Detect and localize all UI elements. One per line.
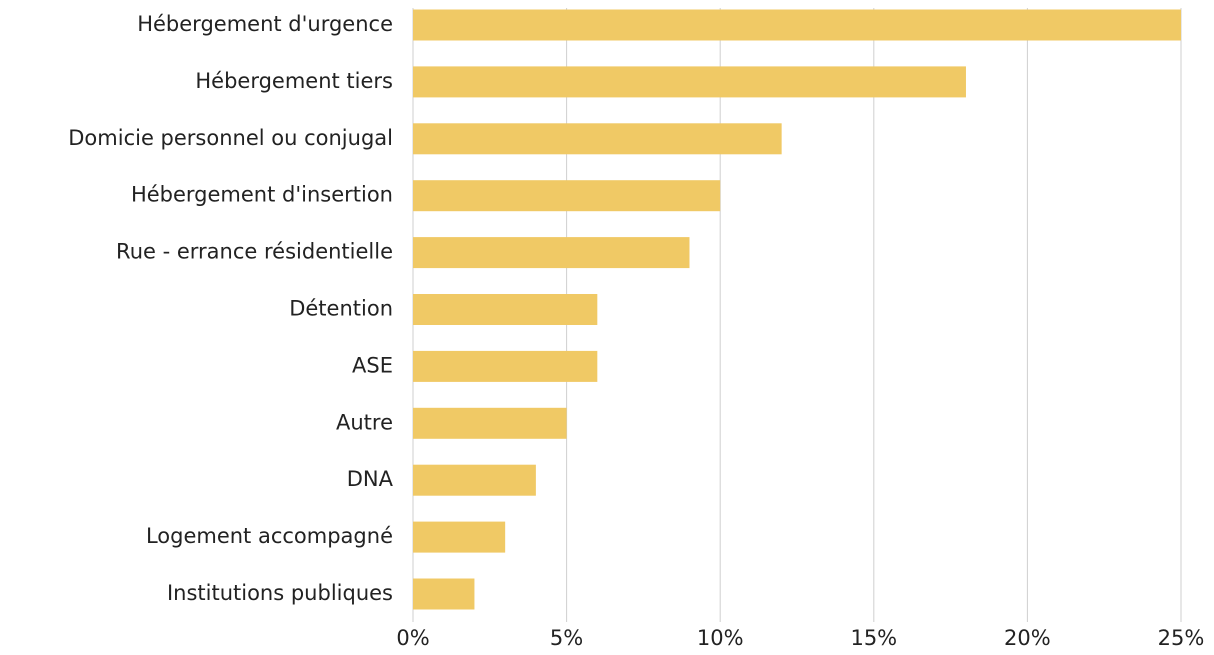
bar [413, 180, 721, 212]
bar [413, 123, 782, 155]
bar [413, 407, 567, 439]
y-tick-label: Autre [336, 410, 393, 434]
x-tick-label: 15% [850, 626, 897, 650]
bar [413, 237, 690, 269]
y-tick-label: Détention [289, 297, 393, 321]
x-tick-label: 20% [1004, 626, 1051, 650]
bar [413, 578, 475, 610]
bar [413, 9, 1181, 41]
y-tick-label: Rue - errance résidentielle [116, 240, 393, 264]
bar [413, 464, 536, 496]
y-tick-label: Hébergement d'urgence [137, 12, 393, 36]
y-tick-label: Hébergement tiers [195, 69, 393, 93]
x-tick-label: 10% [697, 626, 744, 650]
x-tick-label: 5% [550, 626, 583, 650]
bar [413, 350, 598, 382]
y-tick-label: DNA [347, 467, 394, 491]
bar [413, 294, 598, 325]
y-tick-label: ASE [352, 353, 393, 377]
x-tick-label: 0% [396, 626, 429, 650]
y-tick-label: Institutions publiques [167, 581, 393, 605]
y-tick-label: Domicie personnel ou conjugal [68, 126, 393, 150]
bar [413, 66, 966, 98]
x-tick-label: 25% [1158, 626, 1205, 650]
y-tick-label: Logement accompagné [146, 524, 393, 548]
bar [413, 521, 506, 553]
y-tick-label: Hébergement d'insertion [131, 183, 393, 207]
